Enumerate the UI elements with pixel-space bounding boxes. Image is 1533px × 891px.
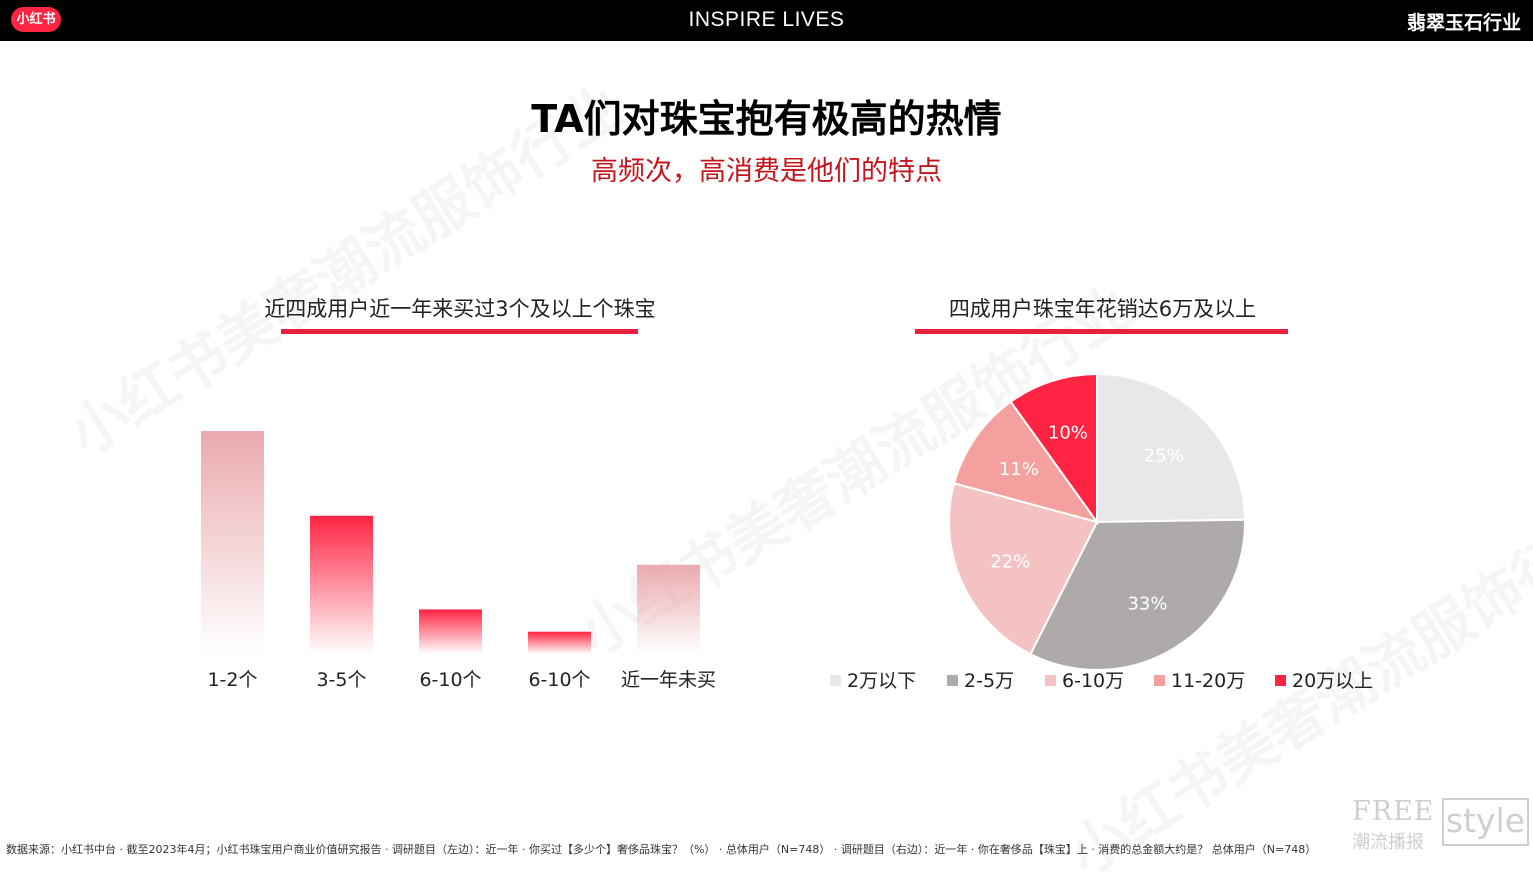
legend-label: 2万以下	[847, 670, 916, 692]
legend-swatch	[1154, 675, 1165, 686]
pie-chart-title-underline	[915, 329, 1288, 334]
free-style-logo: FREE 潮流播报 style	[1352, 796, 1529, 856]
bar-chart: 1-2个 3-5个 6-10个 6-10个 近一年未买	[201, 431, 716, 691]
legend-label: 20万以上	[1292, 670, 1373, 692]
page-subtitle: 高频次，高消费是他们的特点	[591, 156, 942, 187]
bar-category-label: 近一年未买	[621, 669, 716, 691]
bar-category-label: 1-2个	[207, 669, 257, 691]
pie-chart: 25% 33% 22% 11% 10%	[948, 372, 1246, 671]
pie-slice-label: 10%	[1048, 423, 1088, 444]
bar-3	[528, 631, 591, 654]
pie-slice-1	[1029, 518, 1246, 671]
bar-category-label: 6-10个	[528, 669, 590, 691]
bar-category-label: 6-10个	[419, 669, 481, 691]
style-logo-box: style	[1442, 798, 1529, 846]
pie-slice-label: 22%	[990, 552, 1030, 573]
bar-4	[637, 564, 700, 654]
legend-swatch	[947, 675, 958, 686]
bar-chart-title: 近四成用户近一年来买过3个及以上个珠宝	[264, 297, 656, 321]
legend-label: 6-10万	[1062, 670, 1124, 692]
bar-1	[310, 515, 373, 654]
pie-chart-title: 四成用户珠宝年花销达6万及以上	[948, 297, 1257, 321]
pie-legend: 2万以下 2-5万 6-10万 11-20万 20万以上	[830, 670, 1373, 692]
pie-slice-3	[952, 400, 1100, 524]
legend-swatch	[830, 675, 841, 686]
pie-slice-label: 33%	[1127, 594, 1167, 615]
pie-slice-label: 11%	[999, 459, 1039, 480]
page-title: TA们对珠宝抱有极高的热情	[531, 97, 1002, 141]
bar-0	[201, 431, 264, 654]
bar-category-label: 3-5个	[316, 669, 366, 691]
legend-swatch	[1275, 675, 1286, 686]
pie-slice-label: 25%	[1144, 445, 1184, 466]
free-logo-text: FREE	[1352, 796, 1435, 827]
top-bar: 小红书 INSPIRE LIVES 翡翠玉石行业	[0, 0, 1533, 41]
legend-label: 11-20万	[1171, 670, 1245, 692]
data-source-footnote: 数据来源：小红书中台 · 截至2023年4月；小红书珠宝用户商业价值研究报告 ·…	[6, 843, 1317, 856]
pie-slice-0	[1096, 372, 1246, 524]
xiaohongshu-logo: 小红书	[11, 7, 61, 32]
pie-slice-4	[1009, 372, 1098, 526]
bar-2	[419, 609, 482, 654]
legend-label: 2-5万	[964, 670, 1014, 692]
brand-slogan: INSPIRE LIVES	[688, 8, 845, 31]
bar-chart-title-underline	[281, 329, 638, 334]
free-logo-subtext: 潮流播报	[1352, 832, 1424, 853]
industry-label: 翡翠玉石行业	[1406, 12, 1521, 34]
pie-slice-2	[948, 482, 1099, 656]
legend-swatch	[1045, 675, 1056, 686]
